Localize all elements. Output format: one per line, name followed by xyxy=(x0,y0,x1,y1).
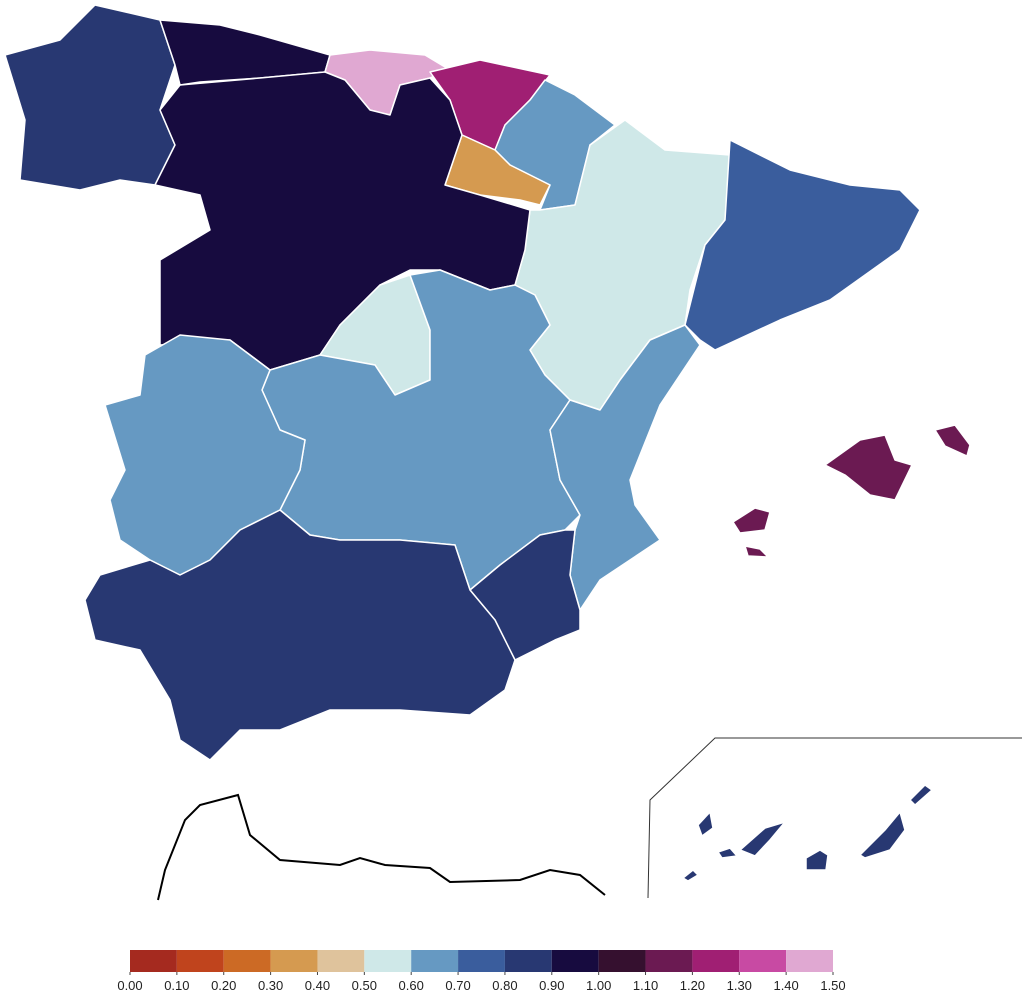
legend-tick-label: 0.30 xyxy=(258,978,283,993)
legend-swatch xyxy=(458,950,505,972)
legend-tick-label: 1.00 xyxy=(586,978,611,993)
legend-tick-label: 0.70 xyxy=(445,978,470,993)
region xyxy=(84,509,516,761)
region xyxy=(697,811,714,837)
region xyxy=(909,784,933,806)
legend-swatch xyxy=(692,950,740,972)
legend-swatch xyxy=(739,950,787,972)
legend-swatch xyxy=(176,950,224,972)
region xyxy=(744,545,769,558)
legend-tick-label: 0.40 xyxy=(305,978,330,993)
region xyxy=(494,79,616,211)
legend-tick-label: 1.20 xyxy=(680,978,705,993)
region xyxy=(684,139,921,351)
legend-tick-label: 0.80 xyxy=(492,978,517,993)
coastline xyxy=(157,793,606,901)
legend-tick-label: 0.20 xyxy=(211,978,236,993)
legend-tick-label: 0.90 xyxy=(539,978,564,993)
region xyxy=(4,4,176,191)
legend-swatch xyxy=(270,950,318,972)
legend-tick-label: 0.60 xyxy=(399,978,424,993)
legend-tick-label: 1.40 xyxy=(773,978,798,993)
legend-tick-label: 1.10 xyxy=(633,978,658,993)
legend-swatch xyxy=(130,950,177,972)
region xyxy=(805,849,829,871)
legend-swatch xyxy=(364,950,412,972)
legend-swatch xyxy=(645,950,693,972)
legend-swatch xyxy=(504,950,552,972)
inset-frame xyxy=(647,737,1022,899)
legend-tick-label: 1.50 xyxy=(820,978,845,993)
region xyxy=(934,424,971,457)
legend-tick-label: 0.10 xyxy=(164,978,189,993)
legend-swatch xyxy=(786,950,833,972)
region xyxy=(824,434,913,501)
legend-swatch xyxy=(551,950,599,972)
legend-swatch xyxy=(317,950,365,972)
legend-tick-label: 0.00 xyxy=(117,978,142,993)
region xyxy=(732,507,771,534)
legend-tick-label: 1.30 xyxy=(727,978,752,993)
legend-swatch xyxy=(411,950,459,972)
legend-swatch xyxy=(223,950,271,972)
legend-swatch xyxy=(598,950,646,972)
region xyxy=(859,811,906,859)
region xyxy=(682,869,699,882)
region xyxy=(739,821,786,857)
legend-tick-label: 0.50 xyxy=(352,978,377,993)
region xyxy=(717,847,738,859)
